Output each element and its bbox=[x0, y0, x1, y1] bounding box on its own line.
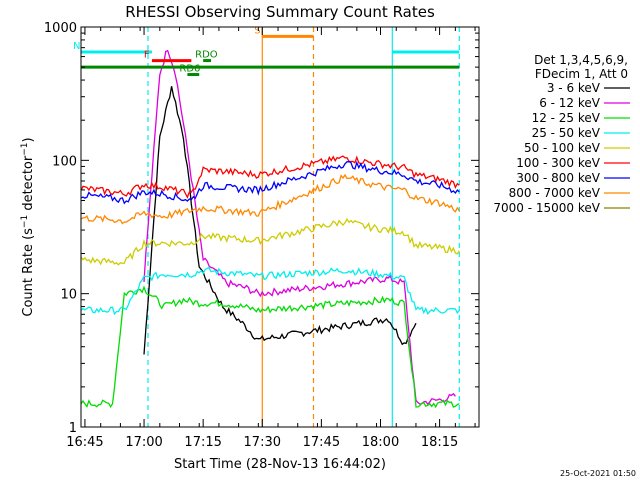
annotation-bars: N F S RD6 RDO bbox=[73, 25, 460, 77]
legend-entry-label: 800 - 7000 keV bbox=[509, 186, 601, 200]
legend-entry-label: 7000 - 15000 keV bbox=[493, 201, 600, 215]
x-axis: 16:45 17:00 17:15 17:30 17:45 18:00 18:15 bbox=[66, 27, 476, 450]
series-line bbox=[80, 155, 460, 199]
legend-entry-label: 3 - 6 keV bbox=[547, 81, 601, 95]
x-tick-label: 17:30 bbox=[244, 435, 281, 450]
series-line bbox=[143, 49, 456, 406]
annotation-label: S bbox=[254, 25, 260, 36]
y-tick-label: 100 bbox=[52, 154, 77, 169]
y-tick-label: 1 bbox=[69, 421, 77, 436]
legend-entry-label: 25 - 50 keV bbox=[532, 126, 601, 140]
annotation-label: N bbox=[73, 41, 80, 52]
series-lines bbox=[80, 49, 460, 409]
series-line bbox=[80, 173, 460, 225]
x-tick-label: 17:45 bbox=[303, 435, 340, 450]
y-axis-label-end: ) bbox=[21, 137, 36, 142]
y-tick-label: 1000 bbox=[44, 21, 77, 36]
annotation-label: F bbox=[144, 50, 150, 61]
legend-header: Det 1,3,4,5,6,9, bbox=[534, 53, 628, 67]
y-axis-label: Count Rate (s−1 detector−1) bbox=[20, 137, 36, 316]
x-tick-label: 16:45 bbox=[66, 435, 103, 450]
x-tick-label: 18:15 bbox=[421, 435, 458, 450]
y-axis-label-exp2: −1 bbox=[20, 142, 30, 155]
legend-header: FDecim 1, Att 0 bbox=[535, 67, 628, 81]
y-axis-label-exp1: −1 bbox=[20, 215, 30, 228]
annotation-label: RD6 bbox=[179, 64, 200, 75]
y-axis-label-base: Count Rate (s bbox=[21, 228, 36, 317]
series-line bbox=[80, 266, 460, 316]
series-line bbox=[80, 285, 460, 409]
x-tick-label: 17:15 bbox=[184, 435, 221, 450]
legend-entry-label: 12 - 25 keV bbox=[532, 111, 601, 125]
series-line bbox=[143, 86, 417, 355]
annotation-label: RDO bbox=[195, 50, 218, 61]
legend: Det 1,3,4,5,6,9,FDecim 1, Att 03 - 6 keV… bbox=[493, 53, 630, 215]
plot-frame bbox=[80, 26, 480, 428]
y-axis-label-mid: detector bbox=[21, 155, 36, 215]
x-tick-label: 17:00 bbox=[125, 435, 162, 450]
series-line bbox=[80, 160, 460, 205]
legend-entry-label: 300 - 800 keV bbox=[516, 171, 600, 185]
legend-entry-label: 6 - 12 keV bbox=[539, 96, 601, 110]
generated-timestamp: 25-Oct-2021 01:50 bbox=[560, 469, 636, 478]
y-tick-label: 10 bbox=[60, 288, 77, 303]
legend-entry-label: 100 - 300 keV bbox=[516, 156, 600, 170]
series-line bbox=[80, 217, 460, 266]
chart-title: RHESSI Observing Summary Count Rates bbox=[125, 3, 435, 21]
x-tick-label: 18:00 bbox=[362, 435, 399, 450]
vertical-markers bbox=[147, 27, 460, 427]
x-axis-label: Start Time (28-Nov-13 16:44:02) bbox=[174, 457, 386, 472]
legend-entry-label: 50 - 100 keV bbox=[524, 141, 601, 155]
y-axis: 1 10 100 1000 bbox=[44, 21, 479, 436]
